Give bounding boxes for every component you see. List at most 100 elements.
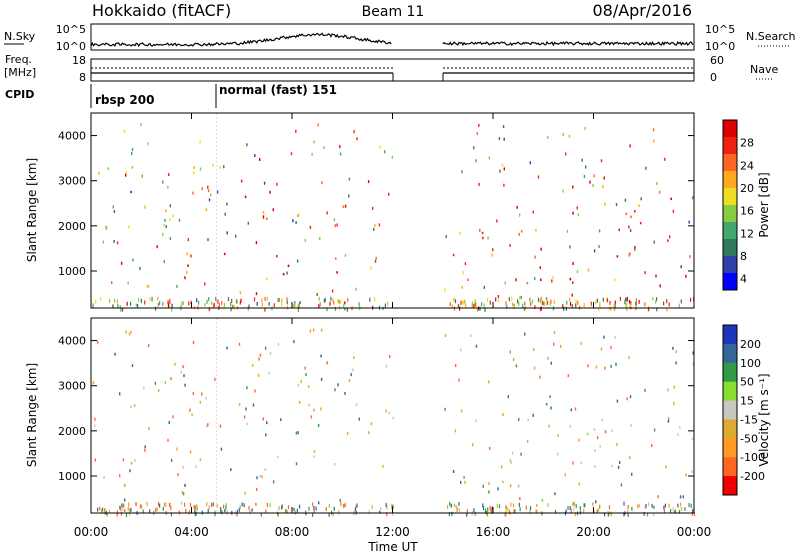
- clutter-cell: [369, 297, 371, 302]
- clutter-cell: [261, 302, 263, 307]
- noise-cell: [323, 146, 325, 150]
- clutter-cell: [194, 505, 196, 510]
- noise-cell: [537, 175, 540, 179]
- clutter-cell: [236, 299, 238, 304]
- data-cell: [467, 278, 469, 281]
- clutter-cell: [324, 297, 326, 302]
- noise-cell: [182, 492, 185, 496]
- noise-cell: [669, 235, 671, 239]
- noise-cell: [616, 399, 619, 403]
- clutter-cell: [569, 297, 571, 302]
- data-cell: [549, 395, 551, 398]
- colorbar-tick-label: 8: [740, 250, 747, 263]
- clutter-cell: [260, 512, 262, 517]
- clutter-cell: [599, 302, 601, 307]
- noise-cell: [211, 301, 213, 305]
- clutter-cell: [286, 300, 288, 305]
- noise-cell: [501, 163, 504, 167]
- colorbar-swatch: [723, 205, 737, 223]
- data-cell: [392, 416, 394, 420]
- clutter-cell: [368, 510, 370, 514]
- clutter-cell: [483, 303, 485, 308]
- clutter-cell: [141, 504, 143, 509]
- clutter-cell: [100, 296, 102, 301]
- noise-cell: [309, 329, 312, 333]
- clutter-cell: [635, 298, 637, 303]
- velocity-panel: 1000 2000 3000 4000 Slant Range [km]: [25, 317, 695, 517]
- clutter-cell: [664, 503, 666, 508]
- clutter-cell: [206, 502, 208, 507]
- clutter-cell: [474, 299, 476, 304]
- noise-cell: [193, 166, 195, 169]
- clutter-cell: [625, 303, 627, 308]
- noise-cell: [574, 407, 577, 411]
- clutter-cell: [155, 507, 157, 512]
- noise-cell: [344, 307, 346, 311]
- clutter-cell: [119, 305, 121, 309]
- power-heatmap: [92, 113, 695, 312]
- noise-cell: [656, 182, 658, 185]
- noise-cell: [266, 421, 268, 425]
- clutter-cell: [505, 510, 507, 515]
- noise-cell: [554, 492, 556, 496]
- noise-cell: [568, 134, 571, 138]
- clutter-cell: [112, 304, 114, 309]
- x-axis-labels: 00:00 04:00 08:00 12:00 16:00 20:00 00:00: [74, 525, 712, 539]
- clutter-cell: [315, 506, 317, 511]
- noise-cell: [385, 364, 388, 368]
- noise-cell: [567, 374, 569, 378]
- clutter-cell: [629, 303, 631, 308]
- data-cell: [594, 449, 596, 452]
- data-cell: [259, 475, 261, 478]
- clutter-cell: [678, 509, 681, 514]
- noise-cell: [333, 218, 336, 222]
- noise-cell: [488, 156, 490, 160]
- velocity-colorbar: 200 100 50 15 -15 -50 -100 -200: [722, 324, 765, 496]
- noise-cell: [98, 171, 100, 175]
- noise-cell: [685, 473, 687, 477]
- noise-cell: [296, 259, 299, 263]
- noise-cell: [337, 383, 339, 387]
- noise-cell: [164, 218, 166, 222]
- clutter-cell: [137, 304, 139, 308]
- data-cell: [266, 217, 268, 220]
- noise-cell: [223, 165, 225, 169]
- nsky-panel-frame: [90, 23, 695, 51]
- noise-cell: [391, 155, 394, 159]
- clutter-cell: [180, 305, 182, 310]
- noise-cell: [299, 301, 301, 305]
- noise-cell: [373, 227, 375, 231]
- noise-cell: [230, 468, 232, 471]
- noise-cell: [105, 226, 108, 230]
- noise-cell: [261, 475, 263, 479]
- clutter-cell: [466, 509, 468, 514]
- noise-cell: [533, 366, 536, 370]
- noise-cell: [167, 438, 169, 442]
- clutter-cell: [185, 508, 187, 513]
- noise-cell: [317, 424, 320, 427]
- clutter-cell: [188, 301, 190, 306]
- clutter-cell: [328, 504, 330, 508]
- clutter-cell: [208, 505, 210, 510]
- data-cell: [313, 455, 315, 458]
- clutter-cell: [626, 302, 628, 307]
- data-cell: [452, 253, 455, 257]
- noise-cell: [444, 334, 447, 337]
- clutter-cell: [168, 502, 171, 507]
- clutter-cell: [347, 297, 349, 302]
- clutter-cell: [271, 306, 273, 311]
- noise-cell: [299, 400, 301, 404]
- noise-cell: [595, 500, 597, 504]
- data-cell: [599, 445, 601, 448]
- power-panel: 1000 2000 3000 4000 Slant Range [km]: [25, 112, 695, 312]
- noise-cell: [672, 209, 675, 213]
- noise-cell: [154, 381, 157, 385]
- clutter-cell: [583, 303, 585, 308]
- clutter-cell: [108, 509, 111, 514]
- clutter-cell: [374, 297, 376, 302]
- clutter-cell: [579, 506, 581, 511]
- noise-cell: [460, 348, 462, 352]
- data-cell: [205, 425, 208, 428]
- noise-cell: [529, 161, 531, 165]
- noise-cell: [277, 342, 280, 346]
